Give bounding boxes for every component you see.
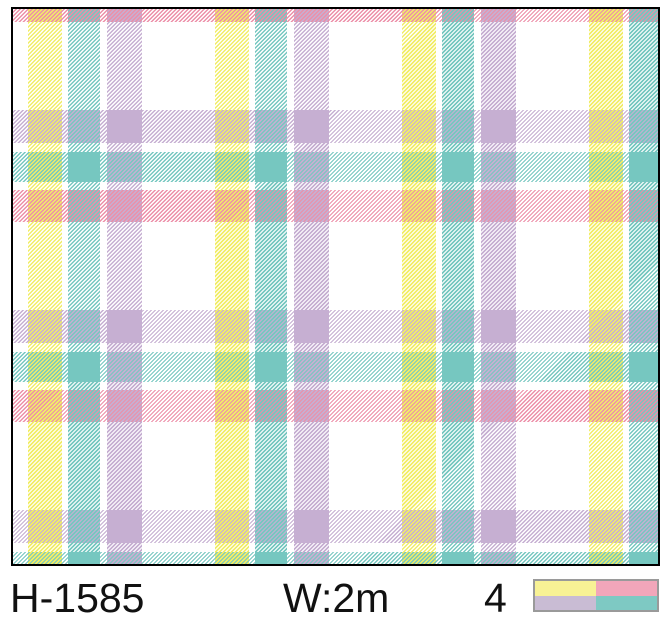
pattern-band-horizontal-pink (13, 190, 658, 222)
pattern-band-vertical-lavender (481, 9, 516, 564)
color-swatch (533, 579, 659, 612)
pattern-band-vertical-lavender (294, 9, 329, 564)
pattern-frame (11, 7, 660, 566)
pattern-band-horizontal-lavender (13, 310, 658, 343)
pattern-band-vertical-yellow (589, 9, 623, 564)
pattern-band-horizontal-lavender (13, 110, 658, 143)
product-code: H-1585 (10, 575, 145, 621)
width-label: W:2m (283, 575, 390, 621)
pattern-band-vertical-teal (629, 9, 658, 564)
swatch-cell-lavender (535, 595, 596, 610)
pattern-band-vertical-lavender (107, 9, 142, 564)
pattern-band-horizontal-teal (13, 552, 658, 564)
pattern-band-horizontal-teal (13, 152, 658, 182)
pattern-band-vertical-yellow (402, 9, 436, 564)
pattern-band-horizontal-teal (13, 352, 658, 382)
color-count: 4 (484, 575, 507, 621)
pattern-band-vertical-teal (255, 9, 287, 564)
swatch-cell-teal (596, 595, 657, 610)
pattern-band-horizontal-pink (13, 390, 658, 422)
plaid-pattern (13, 9, 658, 564)
pattern-band-horizontal-lavender (13, 510, 658, 543)
swatch-cell-yellow (535, 581, 596, 596)
pattern-band-horizontal-pink (13, 9, 658, 22)
label-row: H-1585 W:2m 4 (0, 571, 666, 621)
pattern-band-vertical-teal (68, 9, 100, 564)
swatch-cell-pink (596, 581, 657, 596)
pattern-band-vertical-yellow (215, 9, 249, 564)
pattern-band-vertical-yellow (28, 9, 62, 564)
pattern-band-vertical-teal (442, 9, 474, 564)
